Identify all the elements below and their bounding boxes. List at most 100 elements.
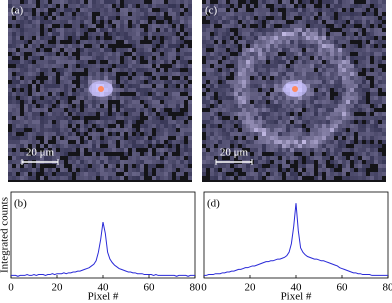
pixel	[72, 32, 76, 36]
pixel	[254, 28, 258, 32]
pixel	[120, 68, 124, 72]
pixel	[290, 16, 294, 20]
pixel	[52, 48, 56, 52]
pixel	[132, 176, 136, 180]
pixel	[72, 48, 76, 52]
pixel	[338, 40, 342, 44]
pixel	[354, 152, 358, 156]
pixel	[302, 104, 306, 108]
pixel	[8, 112, 12, 116]
pixel	[20, 56, 24, 60]
pixel	[262, 68, 266, 72]
pixel	[36, 12, 40, 16]
pixel	[128, 156, 132, 160]
pixel	[342, 104, 346, 108]
pixel	[92, 44, 96, 48]
pixel	[370, 108, 374, 112]
pixel	[188, 152, 192, 156]
pixel	[362, 80, 366, 84]
pixel	[350, 116, 354, 120]
pixel	[160, 128, 164, 132]
pixel	[164, 44, 168, 48]
pixel	[378, 76, 382, 80]
pixel	[188, 172, 192, 176]
pixel	[210, 96, 214, 100]
pixel	[214, 152, 218, 156]
pixel	[294, 116, 298, 120]
pixel	[230, 92, 234, 96]
pixel	[270, 176, 274, 180]
pixel	[374, 4, 378, 8]
pixel	[164, 80, 168, 84]
pixel	[254, 144, 258, 148]
pixel	[144, 124, 148, 128]
pixel	[226, 4, 230, 8]
pixel	[12, 136, 16, 140]
pixel	[322, 8, 326, 12]
pixel	[378, 124, 382, 128]
pixel	[132, 172, 136, 176]
pixel	[160, 84, 164, 88]
pixel	[132, 24, 136, 28]
pixel	[8, 16, 12, 20]
pixel	[230, 20, 234, 24]
pixel	[270, 92, 274, 96]
pixel	[210, 52, 214, 56]
pixel	[350, 56, 354, 60]
pixel	[64, 0, 68, 4]
pixel	[164, 100, 168, 104]
pixel	[52, 100, 56, 104]
pixel	[44, 124, 48, 128]
pixel	[68, 80, 72, 84]
pixel	[286, 100, 290, 104]
pixel	[144, 76, 148, 80]
pixel	[358, 16, 362, 20]
pixel	[144, 84, 148, 88]
pixel	[282, 120, 286, 124]
pixel	[326, 132, 330, 136]
pixel	[164, 88, 168, 92]
pixel	[100, 168, 104, 172]
pixel	[250, 40, 254, 44]
pixel	[254, 116, 258, 120]
pixel	[128, 120, 132, 124]
pixel	[274, 176, 278, 180]
pixel	[210, 136, 214, 140]
pixel	[246, 176, 250, 180]
pixel	[160, 148, 164, 152]
pixel	[8, 160, 12, 164]
pixel	[136, 64, 140, 68]
pixel	[378, 20, 382, 24]
pixel	[12, 52, 16, 56]
pixel	[40, 108, 44, 112]
pixel	[144, 48, 148, 52]
scale-bar-label: 20 μm	[220, 147, 249, 159]
pixel	[24, 16, 28, 20]
pixel	[218, 48, 222, 52]
pixel	[358, 68, 362, 72]
pixel	[48, 116, 52, 120]
pixel	[346, 108, 350, 112]
pixel	[184, 72, 188, 76]
pixel	[104, 16, 108, 20]
pixel	[128, 60, 132, 64]
pixel	[36, 40, 40, 44]
pixel	[238, 80, 242, 84]
pixel	[56, 28, 60, 32]
pixel	[80, 112, 84, 116]
pixel	[322, 68, 326, 72]
pixel	[176, 164, 180, 168]
pixel	[156, 108, 160, 112]
pixel	[354, 80, 358, 84]
pixel	[64, 32, 68, 36]
pixel	[298, 12, 302, 16]
pixel	[64, 28, 68, 32]
pixel	[370, 72, 374, 76]
pixel	[230, 116, 234, 120]
pixel	[282, 24, 286, 28]
x-tick-label: 60	[144, 282, 156, 294]
pixel	[48, 20, 52, 24]
pixel	[148, 28, 152, 32]
pixel	[184, 152, 188, 156]
pixel	[164, 32, 168, 36]
